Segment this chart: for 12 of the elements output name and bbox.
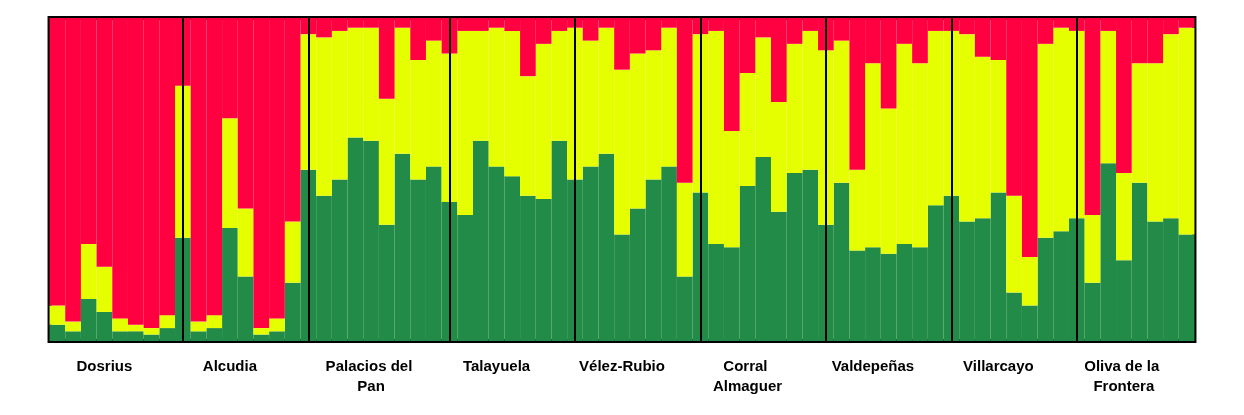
x-tick-label: Villarcayo	[963, 356, 1034, 374]
x-tick-label: Vélez-Rubio	[579, 356, 665, 374]
x-tick-label: Palacios del Pan	[325, 356, 417, 394]
x-tick-label: Valdepeñas	[831, 356, 915, 374]
x-tick-label: Talayuela	[462, 356, 531, 374]
x-tick-label: Dosrius	[76, 356, 133, 374]
x-tick-label: Corral Almaguer	[712, 356, 783, 394]
x-tick-label: Alcudia	[202, 356, 258, 374]
x-tick-label: Oliva de la Frontera	[1084, 356, 1164, 394]
bar	[159, 315, 176, 329]
bar	[284, 221, 301, 283]
bar	[1100, 30, 1117, 164]
